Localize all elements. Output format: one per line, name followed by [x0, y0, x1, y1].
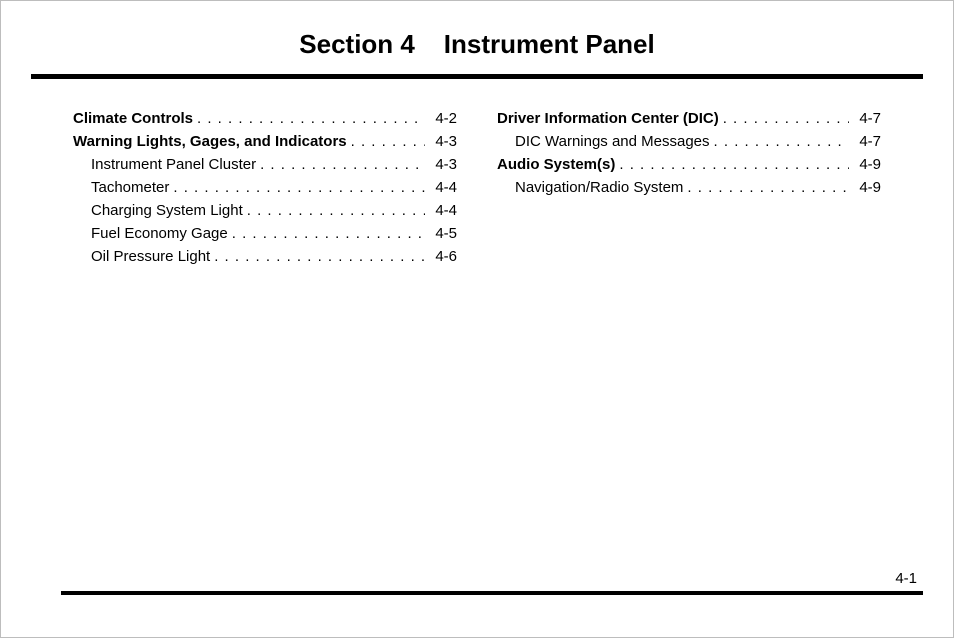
toc-head-label: Audio System(s) [497, 154, 615, 175]
toc-item-page: 4-4 [429, 200, 457, 221]
toc-item-label: Navigation/Radio System [515, 177, 683, 198]
leader-dots [723, 108, 850, 129]
toc-item-page: 4-3 [429, 154, 457, 175]
leader-dots [351, 131, 426, 152]
toc-item-label: DIC Warnings and Messages [515, 131, 710, 152]
toc-head: Driver Information Center (DIC) 4-7 [497, 107, 881, 130]
toc-item-label: Fuel Economy Gage [91, 223, 228, 244]
toc-item: Fuel Economy Gage 4-5 [73, 222, 457, 245]
toc-head-label: Warning Lights, Gages, and Indicators [73, 131, 347, 152]
toc-item: Oil Pressure Light 4-6 [73, 245, 457, 268]
toc-head-page: 4-7 [853, 108, 881, 129]
leader-dots [619, 154, 849, 175]
toc-head-page: 4-3 [429, 131, 457, 152]
toc-head: Warning Lights, Gages, and Indicators 4-… [73, 130, 457, 153]
toc-item-page: 4-7 [853, 131, 881, 152]
footer-rule [61, 591, 923, 595]
toc-item-page: 4-5 [429, 223, 457, 244]
toc-item: Tachometer 4-4 [73, 176, 457, 199]
toc-head: Audio System(s) 4-9 [497, 153, 881, 176]
toc-head-label: Driver Information Center (DIC) [497, 108, 719, 129]
toc-head-page: 4-2 [429, 108, 457, 129]
toc-head-page: 4-9 [853, 154, 881, 175]
toc-head-label: Climate Controls [73, 108, 193, 129]
leader-dots [687, 177, 849, 198]
toc-col-right: Driver Information Center (DIC) 4-7 DIC … [497, 107, 881, 268]
toc-item-page: 4-4 [429, 177, 457, 198]
toc-item-label: Tachometer [91, 177, 169, 198]
title-prefix: Section 4 [299, 29, 415, 59]
title-text: Instrument Panel [444, 29, 655, 59]
toc-item-page: 4-6 [429, 246, 457, 267]
toc-item-label: Instrument Panel Cluster [91, 154, 256, 175]
toc-col-left: Climate Controls 4-2 Warning Lights, Gag… [73, 107, 457, 268]
leader-dots [173, 177, 425, 198]
toc-item: Charging System Light 4-4 [73, 199, 457, 222]
toc: Climate Controls 4-2 Warning Lights, Gag… [31, 79, 923, 268]
leader-dots [232, 223, 426, 244]
toc-head: Climate Controls 4-2 [73, 107, 457, 130]
toc-item-label: Oil Pressure Light [91, 246, 210, 267]
toc-item: Instrument Panel Cluster 4-3 [73, 153, 457, 176]
leader-dots [214, 246, 425, 267]
page: Section 4 Instrument Panel Climate Contr… [0, 0, 954, 638]
toc-item-label: Charging System Light [91, 200, 243, 221]
leader-dots [197, 108, 425, 129]
toc-item: DIC Warnings and Messages 4-7 [497, 130, 881, 153]
leader-dots [247, 200, 426, 221]
toc-item-page: 4-9 [853, 177, 881, 198]
page-number: 4-1 [895, 570, 917, 587]
leader-dots [714, 131, 850, 152]
leader-dots [260, 154, 425, 175]
section-title: Section 4 Instrument Panel [31, 29, 923, 70]
toc-item: Navigation/Radio System 4-9 [497, 176, 881, 199]
